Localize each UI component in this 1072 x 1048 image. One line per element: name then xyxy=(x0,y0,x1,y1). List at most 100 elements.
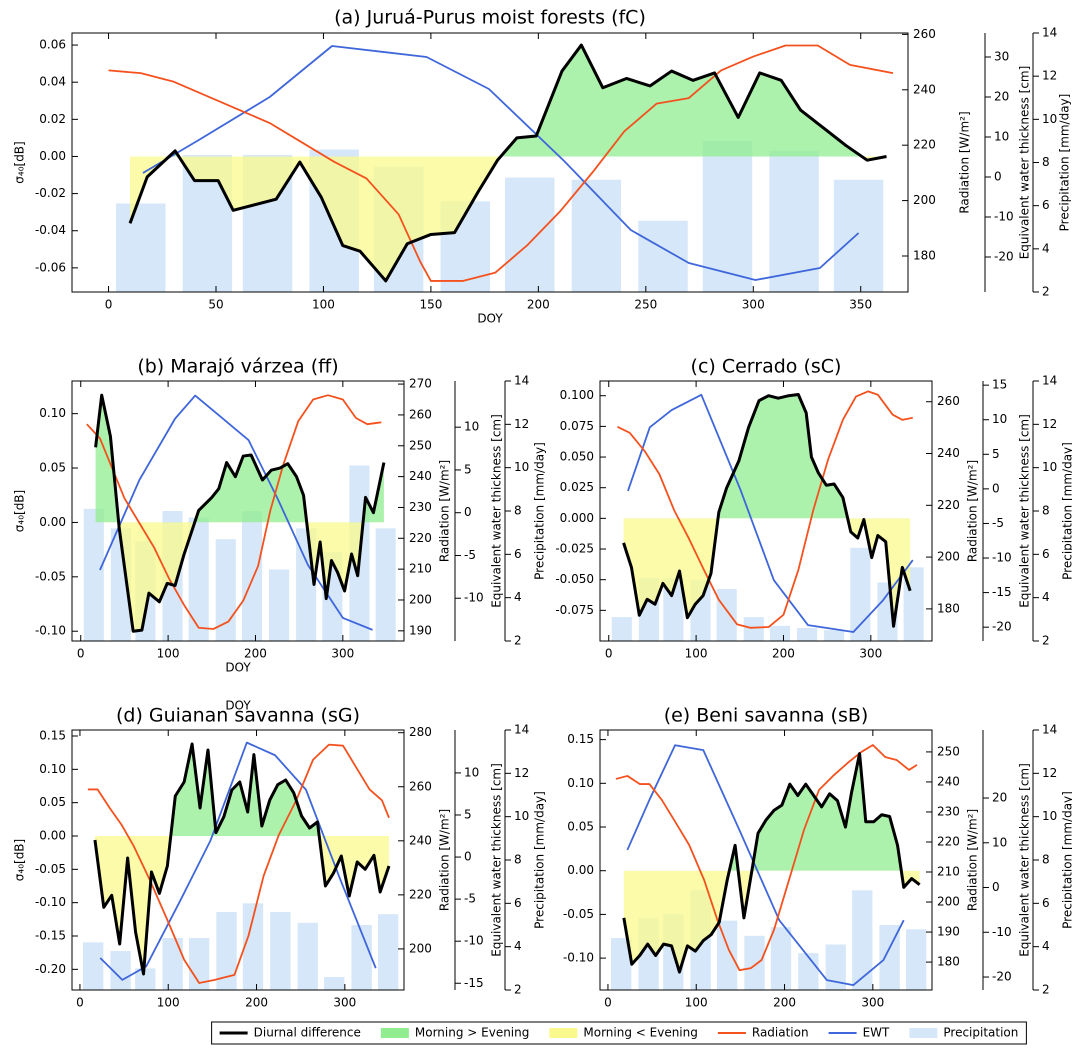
ewt-axis-label: Equivalent water thickness [cm] xyxy=(1018,414,1032,608)
plot-frame xyxy=(599,380,933,642)
y-tick-label: 220 xyxy=(409,531,432,545)
y-tick-label: -0.02 xyxy=(35,186,66,200)
y-tick-label: 210 xyxy=(937,865,960,879)
y-tick-label: 6 xyxy=(514,547,522,561)
y-tick-label: 12 xyxy=(1042,417,1057,431)
y-tick-label: 12 xyxy=(1042,69,1057,83)
y-tick-label: 0.100 xyxy=(560,388,594,402)
precip-bar xyxy=(702,140,753,292)
y-tick-label: 0.10 xyxy=(39,406,66,420)
y-tick-label: 5 xyxy=(464,462,472,476)
fill-morning-less xyxy=(130,156,887,281)
y-tick-label: 0.05 xyxy=(39,461,66,475)
y-tick-label: 220 xyxy=(937,498,960,512)
fill-morning-greater xyxy=(729,753,902,871)
precip-bar xyxy=(825,944,846,990)
y-tick-label: 0.00 xyxy=(39,829,66,843)
chart-title: (a) Juruá-Purus moist forests (fC) xyxy=(334,7,646,29)
y-tick-label: 2 xyxy=(1042,634,1050,648)
y-tick-label: 0.02 xyxy=(39,112,66,126)
y-tick-label: 270 xyxy=(409,377,432,391)
x-tick-label: 100 xyxy=(685,647,708,661)
precip-bar xyxy=(798,953,819,990)
y-tick-label: -0.04 xyxy=(35,223,66,237)
fill-morning-less xyxy=(623,518,911,627)
y-tick-label: -10 xyxy=(464,934,484,948)
x-tick-label: 100 xyxy=(685,996,708,1010)
precip-bar xyxy=(769,625,791,641)
y-tick-label: 20 xyxy=(994,90,1009,104)
y-tick-label: 0.025 xyxy=(560,480,594,494)
y-tick-label: -0.075 xyxy=(555,603,594,617)
x-tick-label: 300 xyxy=(333,996,356,1010)
x-tick-label: 300 xyxy=(331,647,354,661)
precip-bar xyxy=(852,890,873,990)
legend-patch xyxy=(909,1028,938,1038)
legend-label: Diurnal difference xyxy=(254,1026,361,1040)
precip-bar xyxy=(571,179,622,292)
y-tick-label: 190 xyxy=(409,623,432,637)
fill-morning-less xyxy=(94,836,389,974)
x-tick-label: 200 xyxy=(245,996,268,1010)
y-tick-label: 0.05 xyxy=(567,820,594,834)
y-tick-label: 5 xyxy=(992,447,1000,461)
legend-label: Morning < Evening xyxy=(583,1026,698,1040)
precip-bar xyxy=(110,951,131,990)
y-tick-label: 200 xyxy=(937,895,960,909)
radiation-line xyxy=(617,390,913,629)
radiation-axis-label: Radiation [W/m²] xyxy=(438,460,452,562)
y-tick-label: 14 xyxy=(514,374,529,388)
y-tick-label: 0 xyxy=(994,170,1002,184)
y-tick-label: 250 xyxy=(937,744,960,758)
plot-frame xyxy=(599,729,933,991)
y-tick-label: 200 xyxy=(913,193,936,207)
legend: Diurnal difference Morning > Evening Morni… xyxy=(211,1021,1027,1045)
diurnal-line xyxy=(622,752,921,974)
diurnal-line xyxy=(622,392,912,628)
x-axis-label: DOY xyxy=(477,312,503,326)
y-tick-label: 14 xyxy=(514,723,529,737)
x-tick-label: 100 xyxy=(312,298,335,312)
y-tick-label: 240 xyxy=(913,82,936,96)
y-tick-label: -0.10 xyxy=(563,951,594,965)
y-tick-label: 10 xyxy=(1042,112,1057,126)
y-tick-label: 12 xyxy=(1042,766,1057,780)
ewt-line xyxy=(99,741,377,981)
y-tick-label: -0.025 xyxy=(555,542,594,556)
x-tick-label: 200 xyxy=(772,647,795,661)
y-tick-label: -0.05 xyxy=(563,907,594,921)
radiation-line xyxy=(108,44,894,282)
y-tick-label: 0.075 xyxy=(560,419,594,433)
y-tick-label: 2 xyxy=(1042,983,1050,997)
y-tick-label: 4 xyxy=(1042,939,1050,953)
y-tick-label: 0.050 xyxy=(560,450,594,464)
y-tick-label: 260 xyxy=(913,27,936,41)
y-tick-label: 8 xyxy=(514,853,522,867)
y-tick-label: 200 xyxy=(409,592,432,606)
precip-axis-label: Precipitation [mm/day] xyxy=(1061,791,1072,929)
precip-axis-label: Precipitation [mm/day] xyxy=(533,791,547,929)
diurnal-line xyxy=(93,742,391,976)
y-tick-label: 14 xyxy=(1042,374,1057,388)
chart-title: (b) Marajó várzea (ff) xyxy=(137,356,338,378)
y-tick-label: 10 xyxy=(1042,460,1057,474)
y-tick-label: 190 xyxy=(937,925,960,939)
y-tick-label: 10 xyxy=(464,420,479,434)
y-tick-label: 10 xyxy=(514,809,529,823)
y-tick-label: 180 xyxy=(937,601,960,615)
radiation-line xyxy=(87,743,390,984)
y-tick-label: 0 xyxy=(992,880,1000,894)
plot-frame xyxy=(71,32,909,293)
y-tick-label: 0.04 xyxy=(39,75,66,89)
precip-bar xyxy=(116,203,166,292)
y-tick-label: 8 xyxy=(514,504,522,518)
x-axis-label: DOY xyxy=(225,699,251,713)
precip-bar xyxy=(162,938,183,990)
legend-label: Precipitation xyxy=(943,1026,1018,1040)
y-tick-label: 0.00 xyxy=(567,863,594,877)
y-tick-label: -20 xyxy=(992,970,1012,984)
y-tick-label: 230 xyxy=(409,500,432,514)
y-tick-label: 220 xyxy=(913,138,936,152)
y-tick-label: 30 xyxy=(994,50,1009,64)
y-tick-label: 0.00 xyxy=(39,149,66,163)
